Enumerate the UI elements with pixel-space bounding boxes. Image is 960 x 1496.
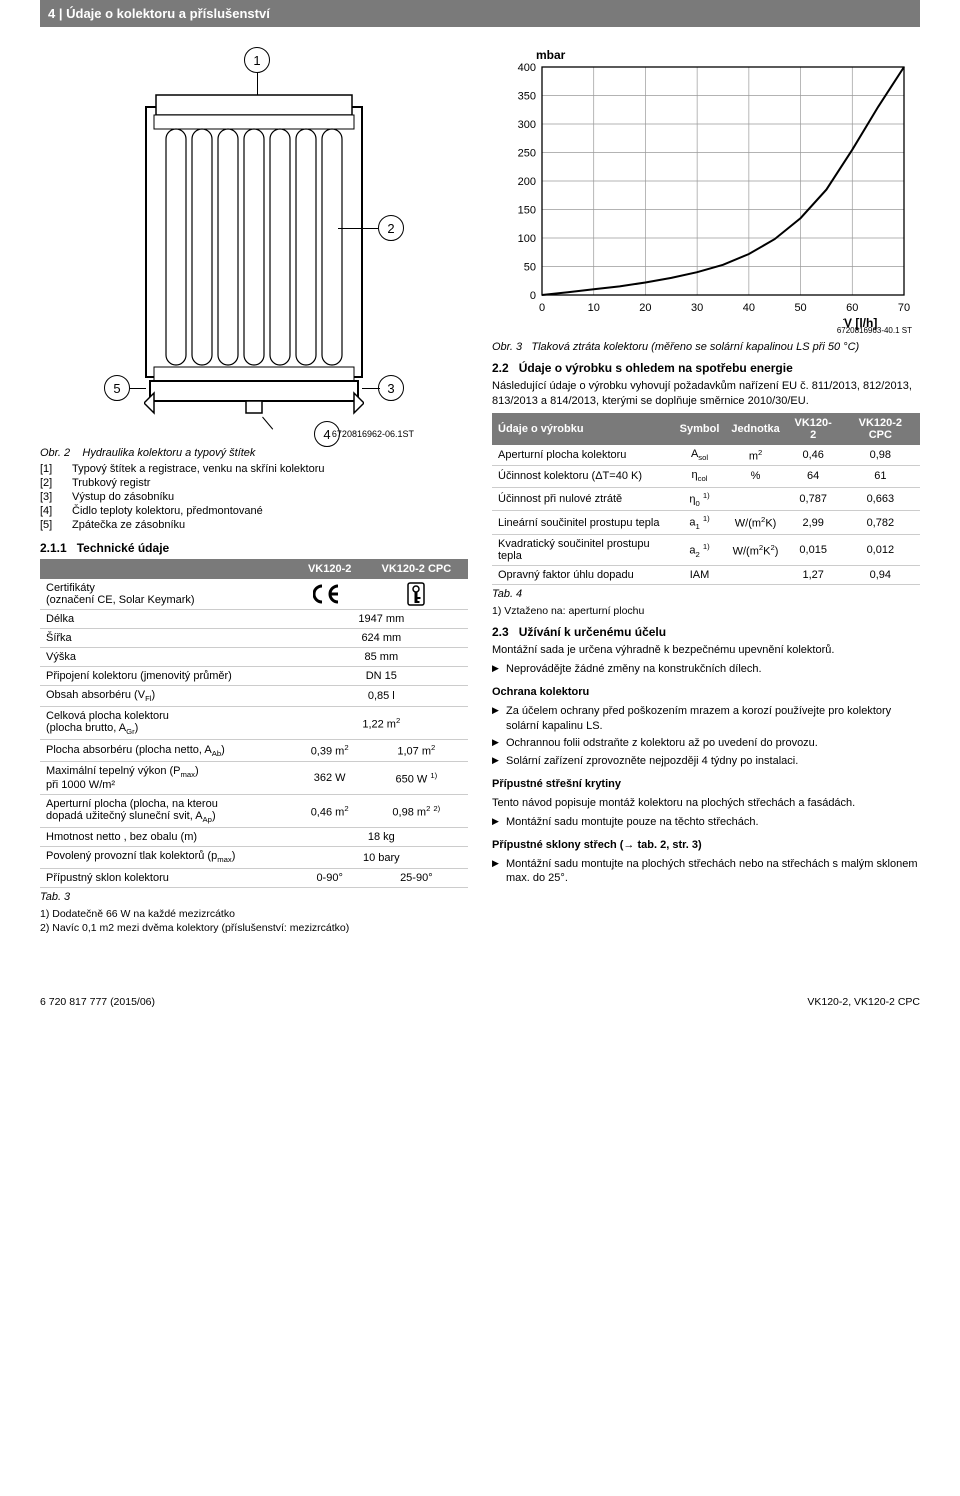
svg-text:30: 30 bbox=[691, 302, 703, 314]
spec-row: Plocha absorbéru (plocha netto, AAb)0,39… bbox=[40, 740, 468, 762]
prod-th-0: Údaje o výrobku bbox=[492, 413, 674, 445]
left-column: 1 2 3 4 5 6720816962-06.1ST Obr. 2 Hydra… bbox=[40, 45, 468, 942]
svg-text:150: 150 bbox=[518, 205, 536, 217]
svg-text:350: 350 bbox=[518, 91, 536, 103]
prod-row: Opravný faktor úhlu dopaduIAM1,270,94 bbox=[492, 566, 920, 585]
fig3-caption: Obr. 3 Tlaková ztráta kolektoru (měřeno … bbox=[492, 341, 920, 353]
spec-row: Připojení kolektoru (jmenovitý průměr)DN… bbox=[40, 667, 468, 686]
legend-item: [4]Čidlo teploty kolektoru, předmontovan… bbox=[40, 505, 468, 517]
h-sklony: Přípustné sklony střech (→ tab. 2, str. … bbox=[492, 838, 920, 853]
legend-item: [5]Zpátečka ze zásobníku bbox=[40, 519, 468, 531]
sec-2-1-1: 2.1.1 Technické údaje bbox=[40, 541, 468, 555]
svg-text:0: 0 bbox=[539, 302, 545, 314]
svg-text:400: 400 bbox=[518, 62, 536, 74]
sec22-para: Následující údaje o výrobku vyhovují pož… bbox=[492, 379, 920, 409]
footer-right: VK120-2, VK120-2 CPC bbox=[807, 996, 920, 1008]
prod-th-1: Symbol bbox=[674, 413, 726, 445]
chart-svg: mbar 0 50 100 150 200 250 300 350 400 0 10 20 30 40 50 6… bbox=[496, 45, 916, 335]
svg-text:250: 250 bbox=[518, 148, 536, 160]
collector-diagram: 1 2 3 4 5 6720816962-06.1ST bbox=[94, 45, 414, 435]
spec-th-1: VK120-2 bbox=[295, 559, 365, 579]
sec23-b4: Solární zařízení zprovozněte nejpozději … bbox=[492, 754, 920, 769]
sec-2-2: 2.2 Údaje o výrobku s ohledem na spotřeb… bbox=[492, 361, 920, 375]
prod-row: Aperturní plocha kolektoruAsolm20,460,98 bbox=[492, 445, 920, 466]
svg-text:300: 300 bbox=[518, 119, 536, 131]
callout-1: 1 bbox=[244, 47, 270, 73]
svg-text:50: 50 bbox=[794, 302, 806, 314]
tab3-footnotes: 1) Dodatečně 66 W na každé mezizrcátko2)… bbox=[40, 908, 468, 934]
spec-row: Certifikáty(označení CE, Solar Keymark) bbox=[40, 579, 468, 610]
sec23-list4: Montážní sadu montujte na plochých střec… bbox=[492, 857, 920, 887]
page-number: 4 bbox=[48, 6, 55, 21]
sec23-p1: Montážní sada je určena výhradně k bezpe… bbox=[492, 643, 920, 658]
fig2-legend: [1]Typový štítek a registrace, venku na … bbox=[40, 463, 468, 531]
legend-item: [3]Výstup do zásobníku bbox=[40, 491, 468, 503]
pressure-chart: mbar 0 50 100 150 200 250 300 350 400 0 10 20 30 40 50 6… bbox=[492, 45, 920, 335]
spec-row: Obsah absorbéru (VFl)0,85 l bbox=[40, 686, 468, 707]
svg-text:mbar: mbar bbox=[536, 48, 566, 62]
page-footer: 6 720 817 777 (2015/06) VK120-2, VK120-2… bbox=[0, 972, 960, 1024]
fig2-caption: Obr. 2 Hydraulika kolektoru a typový ští… bbox=[40, 447, 468, 459]
prod-th-4: VK120-2 CPC bbox=[841, 413, 920, 445]
product-data-table: Údaje o výrobku Symbol Jednotka VK120-2 … bbox=[492, 413, 920, 586]
svg-text:10: 10 bbox=[588, 302, 600, 314]
page-title: Údaje o kolektoru a příslušenství bbox=[66, 6, 270, 21]
spec-row: Přípustný sklon kolektoru0-90°25-90° bbox=[40, 868, 468, 887]
legend-item: [2]Trubkový registr bbox=[40, 477, 468, 489]
sec23-list2: Za účelem ochrany před poškozením mrazem… bbox=[492, 704, 920, 769]
prod-row: Lineární součinitel prostupu teplaa1 1)W… bbox=[492, 511, 920, 535]
svg-text:200: 200 bbox=[518, 176, 536, 188]
sec23-b5: Montážní sadu montujte pouze na těchto s… bbox=[492, 815, 920, 830]
right-column: mbar 0 50 100 150 200 250 300 350 400 0 10 20 30 40 50 6… bbox=[492, 45, 920, 942]
h-krytiny: Přípustné střešní krytiny bbox=[492, 777, 920, 792]
sec23-p2: Tento návod popisuje montáž kolektoru na… bbox=[492, 796, 920, 811]
svg-text:60: 60 bbox=[846, 302, 858, 314]
spec-th-blank bbox=[40, 559, 295, 579]
prod-row: Účinnost kolektoru (ΔT=40 K)ηcol%6461 bbox=[492, 466, 920, 487]
tab4-label: Tab. 4 bbox=[492, 588, 920, 600]
sec23-list1: Neprovádějte žádné změny na konstrukčníc… bbox=[492, 662, 920, 677]
svg-text:50: 50 bbox=[524, 262, 536, 274]
prod-row: Účinnost při nulové ztrátěη0 1)0,7870,66… bbox=[492, 487, 920, 511]
footer-left: 6 720 817 777 (2015/06) bbox=[40, 996, 155, 1008]
spec-row: Povolený provozní tlak kolektorů (pmax)1… bbox=[40, 847, 468, 868]
callout-5: 5 bbox=[104, 375, 130, 401]
legend-item: [1]Typový štítek a registrace, venku na … bbox=[40, 463, 468, 475]
sec23-b3: Ochrannou folii odstraňte z kolektoru až… bbox=[492, 736, 920, 751]
svg-text:40: 40 bbox=[743, 302, 755, 314]
spec-row: Výška85 mm bbox=[40, 648, 468, 667]
keymark-icon bbox=[406, 582, 426, 606]
prod-row: Kvadratický součinitel prostupu teplaa2 … bbox=[492, 535, 920, 566]
spec-row: Celková plocha kolektoru(plocha brutto, … bbox=[40, 707, 468, 740]
sec23-list3: Montážní sadu montujte pouze na těchto s… bbox=[492, 815, 920, 830]
spec-th-2: VK120-2 CPC bbox=[365, 559, 468, 579]
sec23-b6: Montážní sadu montujte na plochých střec… bbox=[492, 857, 920, 887]
sec-2-3: 2.3 Užívání k určenému účelu bbox=[492, 625, 920, 639]
svg-text:·: · bbox=[842, 314, 845, 325]
diagram-ref: 6720816962-06.1ST bbox=[332, 429, 414, 439]
spec-table: VK120-2 VK120-2 CPC Certifikáty(označení… bbox=[40, 559, 468, 888]
prod-th-3: VK120-2 bbox=[786, 413, 841, 445]
spec-row: Délka1947 mm bbox=[40, 610, 468, 629]
sec23-b1: Neprovádějte žádné změny na konstrukčníc… bbox=[492, 662, 920, 677]
svg-text:100: 100 bbox=[518, 233, 536, 245]
svg-text:20: 20 bbox=[639, 302, 651, 314]
sec23-b2: Za účelem ochrany před poškozením mrazem… bbox=[492, 704, 920, 734]
svg-text:6720816963-40.1 ST: 6720816963-40.1 ST bbox=[837, 326, 912, 335]
h-ochrana: Ochrana kolektoru bbox=[492, 685, 920, 700]
spec-row: Hmotnost netto , bez obalu (m)18 kg bbox=[40, 828, 468, 847]
collector-svg bbox=[144, 85, 364, 415]
prod-th-2: Jednotka bbox=[725, 413, 785, 445]
svg-text:0: 0 bbox=[530, 290, 536, 302]
spec-row: Šířka624 mm bbox=[40, 629, 468, 648]
tab4-footnote: 1) Vztaženo na: aperturní plochu bbox=[492, 605, 920, 617]
callout-3: 3 bbox=[378, 375, 404, 401]
spec-row: Maximální tepelný výkon (Pmax)při 1000 W… bbox=[40, 762, 468, 795]
spec-row: Aperturní plocha (plocha, na kteroudopad… bbox=[40, 795, 468, 828]
callout-2: 2 bbox=[378, 215, 404, 241]
svg-text:70: 70 bbox=[898, 302, 910, 314]
page-header: 4 | Údaje o kolektoru a příslušenství bbox=[40, 0, 920, 27]
tab3-label: Tab. 3 bbox=[40, 891, 468, 903]
ce-icon bbox=[313, 584, 347, 604]
